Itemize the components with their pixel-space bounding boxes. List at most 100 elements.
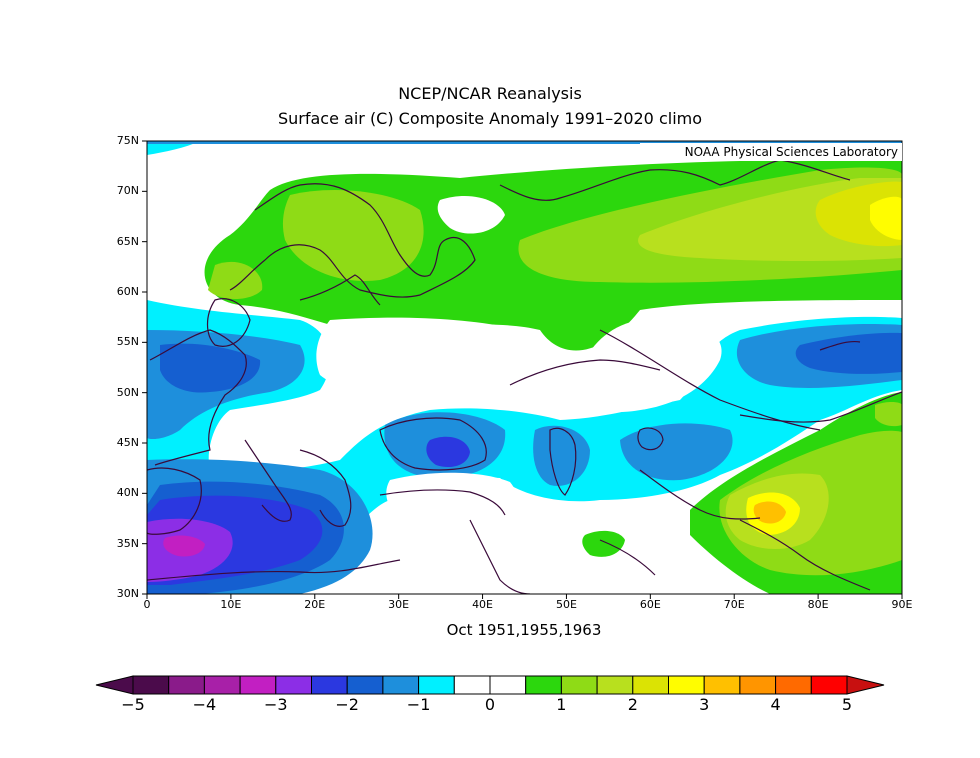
- colorbar-high-arrow: [846, 675, 885, 695]
- longitude-tick-label: 10E: [220, 598, 242, 611]
- lake-baikal-area: [819, 340, 861, 351]
- latitude-tick-label: 30N: [116, 587, 139, 600]
- coastline-turkey: [379, 489, 506, 516]
- white-gap-centre: [316, 317, 564, 407]
- border-himalaya: [739, 519, 871, 591]
- colorbar-tick-label: −4: [192, 695, 217, 714]
- colorbar-tick-label: −3: [264, 695, 288, 714]
- coastline-western-europe: [149, 329, 247, 466]
- colorbar-swatch: [489, 675, 527, 695]
- colorbar-swatch: [560, 675, 598, 695]
- coastline-baltic: [299, 274, 381, 306]
- latitude-tick-label: 50N: [116, 385, 139, 399]
- white-hole-north: [437, 195, 505, 234]
- border-central-asia: [599, 329, 821, 431]
- colorbar-swatch: [418, 675, 455, 695]
- darkblue-region-blacksea: [426, 436, 470, 468]
- coastline-caspian: [549, 427, 577, 496]
- brightyellow-region-ne: [870, 196, 902, 240]
- colorbar-tick-label: 2: [627, 695, 638, 714]
- lightgreen-region-sw: [208, 261, 263, 299]
- colorbar-tick-label: 4: [770, 695, 781, 714]
- latitude-tick-label: 70N: [116, 184, 139, 198]
- latitude-tick-label: 45N: [116, 436, 139, 449]
- border-russia-kazakh: [509, 359, 661, 386]
- border-iran-east: [639, 469, 761, 520]
- colorbar-tick-label: −2: [335, 695, 359, 714]
- latitude-tick-label: 60N: [116, 285, 139, 298]
- green-spot-ne-corner: [875, 401, 902, 427]
- coastline-russia-arctic: [499, 159, 851, 201]
- latitude-tick-label: 75N: [116, 134, 139, 147]
- shading-layer: [147, 141, 902, 594]
- darkblue-region-west: [160, 343, 261, 393]
- longitude-tick-label: 80E: [807, 598, 829, 611]
- purple-region-south: [163, 535, 205, 557]
- period-label: Oct 1951,1955,1963: [446, 621, 602, 639]
- darkblue-region-east: [795, 332, 902, 374]
- longitude-tick-label: 40E: [472, 598, 494, 611]
- white-gap-anatolia: [386, 472, 519, 535]
- colorbar-swatch: [346, 675, 384, 695]
- colorbar-swatch: [382, 675, 420, 695]
- colorbar-swatch: [453, 675, 491, 695]
- longitude-tick-label: 30E: [388, 598, 410, 611]
- coastline-balkans: [299, 449, 352, 527]
- colorbar-swatch: [810, 675, 848, 695]
- latitude-tick-label: 35N: [116, 536, 139, 550]
- cyan-strip-top: [147, 141, 200, 155]
- colorbar-tick-label: 5: [841, 695, 853, 714]
- colorbar-tick-label: 1: [556, 695, 567, 714]
- longitude-tick-label: 0: [143, 598, 151, 611]
- colorbar-swatch: [203, 675, 241, 695]
- colorbar-swatch: [739, 675, 777, 695]
- longitude-tick-label: 60E: [639, 598, 661, 611]
- white-gap-arabia: [380, 508, 695, 594]
- colorbar-tick-label: 0: [484, 695, 496, 714]
- longitude-ticks: [146, 594, 903, 599]
- border-china: [739, 391, 902, 423]
- coastline-scandinavia: [229, 183, 476, 298]
- coastline-middle-east: [469, 519, 531, 594]
- colorbar-swatch: [703, 675, 741, 695]
- colorbar-low-arrow: [95, 675, 134, 695]
- longitude-tick-label: 20E: [304, 598, 326, 611]
- coastline-italy: [244, 439, 292, 522]
- coastline-layer: [147, 159, 902, 594]
- coastline-black-sea: [379, 417, 487, 471]
- colorbar: [95, 675, 885, 695]
- colorbar-swatch: [132, 675, 170, 695]
- coastline-britain: [206, 298, 251, 347]
- white-gap-east: [579, 319, 722, 412]
- chart-subtitle: Surface air (C) Composite Anomaly 1991–2…: [277, 109, 703, 128]
- credit-label: NOAA Physical Sciences Laboratory: [640, 143, 902, 161]
- lightgreen-region-nw: [282, 190, 424, 281]
- orange-region-southeast: [753, 501, 786, 524]
- latitude-ticks: [142, 140, 147, 595]
- blue-region-central: [620, 423, 733, 481]
- latitude-tick-label: 55N: [116, 335, 139, 349]
- coastline-iberia: [147, 467, 202, 535]
- colorbar-swatch: [525, 675, 562, 695]
- blue-region-caspian: [533, 425, 590, 486]
- longitude-tick-label: 50E: [555, 598, 577, 611]
- chart-title: NCEP/NCAR Reanalysis: [398, 84, 582, 103]
- longitude-tick-label: 70E: [723, 598, 745, 611]
- colorbar-swatch: [668, 675, 705, 695]
- colorbar-swatch: [239, 675, 277, 695]
- colorbar-swatch: [632, 675, 669, 695]
- coastline-mediterranean-south: [147, 559, 401, 581]
- green-spot-south: [582, 530, 625, 557]
- latitude-tick-label: 65N: [116, 234, 139, 248]
- white-gap-alps: [243, 407, 310, 430]
- colorbar-swatch: [311, 675, 348, 695]
- coastline-persian-gulf: [599, 539, 656, 576]
- colorbar-swatch: [775, 675, 812, 695]
- latitude-tick-label: 40N: [116, 486, 139, 500]
- coastline-aral: [637, 427, 664, 451]
- colorbar-tick-label: 3: [699, 695, 710, 714]
- colorbar-swatch: [596, 675, 634, 695]
- colorbar-tick-label: −5: [121, 695, 145, 714]
- colorbar-tick-label: −1: [406, 695, 431, 714]
